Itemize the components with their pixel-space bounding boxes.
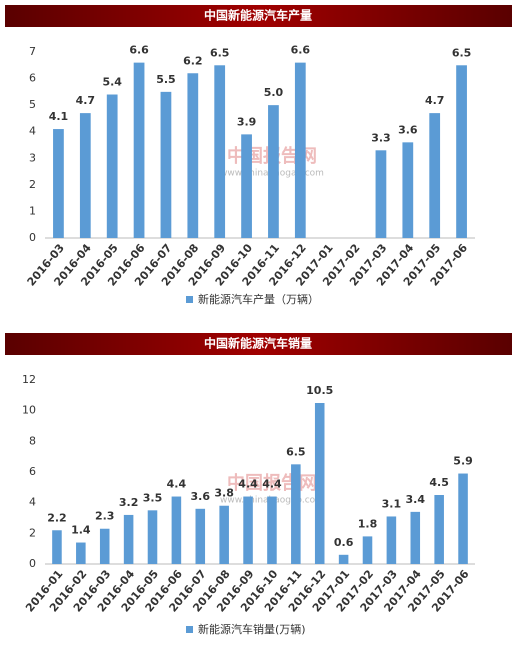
bar bbox=[402, 142, 414, 238]
bar bbox=[214, 65, 226, 239]
data-label: 5.0 bbox=[264, 86, 284, 99]
bar bbox=[219, 505, 229, 564]
y-tick-label: 2 bbox=[29, 178, 36, 191]
y-tick-label: 10 bbox=[22, 404, 36, 417]
data-label: 3.3 bbox=[371, 131, 391, 144]
bar bbox=[429, 113, 441, 238]
y-tick-label: 0 bbox=[29, 231, 36, 244]
data-label: 4.4 bbox=[262, 478, 282, 491]
data-label: 4.4 bbox=[238, 478, 258, 491]
y-tick-label: 6 bbox=[29, 72, 36, 85]
legend-swatch bbox=[186, 626, 193, 633]
bar bbox=[458, 473, 468, 564]
chart-title: 中国新能源汽车产量 bbox=[204, 8, 312, 23]
data-label: 4.7 bbox=[76, 94, 96, 107]
bar bbox=[291, 464, 301, 564]
bar bbox=[195, 508, 206, 564]
bar bbox=[386, 516, 397, 564]
data-label: 5.5 bbox=[156, 73, 176, 86]
y-tick-label: 7 bbox=[29, 45, 36, 58]
data-label: 10.5 bbox=[306, 384, 333, 397]
bar bbox=[147, 510, 158, 564]
data-label: 1.4 bbox=[71, 524, 91, 537]
data-label: 3.9 bbox=[237, 115, 257, 128]
y-tick-label: 12 bbox=[22, 373, 36, 386]
title-bar bbox=[5, 5, 512, 27]
bar bbox=[410, 511, 421, 564]
y-tick-label: 0 bbox=[29, 557, 36, 570]
data-label: 5.9 bbox=[453, 455, 473, 468]
data-label: 4.4 bbox=[167, 478, 187, 491]
bar bbox=[52, 530, 62, 564]
data-label: 3.4 bbox=[406, 493, 426, 506]
data-label: 6.2 bbox=[183, 54, 203, 67]
data-label: 2.2 bbox=[47, 511, 67, 524]
y-tick-label: 4 bbox=[29, 496, 36, 509]
bar bbox=[123, 514, 134, 564]
data-label: 3.5 bbox=[143, 491, 163, 504]
y-tick-label: 8 bbox=[29, 434, 36, 447]
bar bbox=[133, 62, 145, 238]
legend-label: 新能源汽车销量(万辆) bbox=[198, 622, 306, 636]
y-tick-label: 2 bbox=[29, 526, 36, 539]
bar bbox=[456, 65, 467, 239]
bar bbox=[241, 134, 252, 238]
title-bar bbox=[5, 333, 512, 355]
bar bbox=[99, 528, 110, 564]
data-label: 4.1 bbox=[49, 110, 69, 123]
legend-swatch bbox=[186, 296, 193, 303]
data-label: 5.4 bbox=[102, 76, 122, 89]
bar bbox=[294, 62, 306, 238]
data-label: 4.5 bbox=[429, 476, 449, 489]
bar bbox=[76, 542, 86, 564]
bar bbox=[79, 113, 91, 238]
y-tick-label: 6 bbox=[29, 465, 36, 478]
bar bbox=[362, 536, 373, 564]
y-tick-label: 3 bbox=[29, 151, 36, 164]
bar bbox=[434, 495, 444, 564]
data-label: 6.5 bbox=[452, 46, 472, 59]
data-label: 6.5 bbox=[210, 46, 230, 59]
bar bbox=[160, 91, 172, 238]
bar bbox=[243, 496, 253, 564]
bar bbox=[267, 496, 277, 564]
bar bbox=[375, 150, 387, 238]
chart-title: 中国新能源汽车销量 bbox=[204, 336, 312, 351]
data-label: 3.2 bbox=[119, 496, 139, 509]
y-tick-label: 4 bbox=[29, 125, 36, 138]
data-label: 6.6 bbox=[291, 44, 311, 57]
data-label: 6.5 bbox=[286, 445, 306, 458]
legend-label: 新能源汽车产量（万辆） bbox=[198, 292, 319, 306]
data-label: 3.6 bbox=[398, 123, 418, 136]
bar bbox=[187, 73, 199, 238]
bar bbox=[106, 94, 118, 238]
y-tick-label: 1 bbox=[29, 204, 36, 217]
bar bbox=[171, 496, 182, 564]
y-tick-label: 5 bbox=[29, 98, 36, 111]
data-label: 2.3 bbox=[95, 510, 115, 523]
data-label: 6.6 bbox=[129, 44, 149, 57]
bar bbox=[314, 403, 325, 564]
data-label: 4.7 bbox=[425, 94, 445, 107]
data-label: 0.6 bbox=[334, 536, 354, 549]
data-label: 3.1 bbox=[382, 497, 402, 510]
bar bbox=[338, 554, 349, 564]
bar bbox=[268, 105, 279, 239]
data-label: 3.8 bbox=[214, 487, 234, 500]
data-label: 1.8 bbox=[358, 517, 378, 530]
bar bbox=[53, 129, 64, 238]
data-label: 3.6 bbox=[191, 490, 211, 503]
